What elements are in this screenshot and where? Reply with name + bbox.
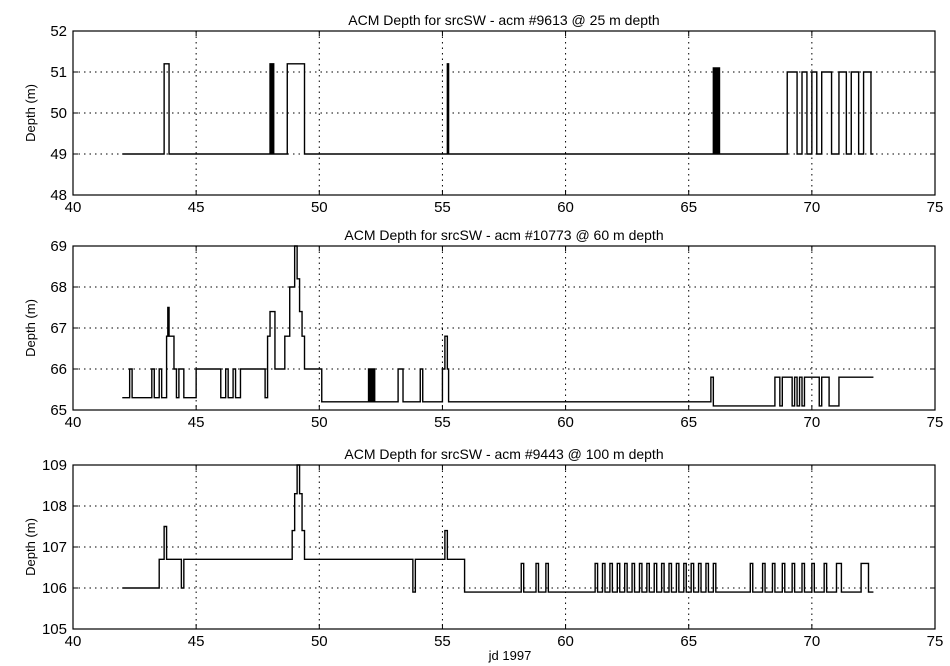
chart-2-y-tick-label-1: 66 [50, 361, 67, 378]
chart-3-x-tick-label-5: 65 [680, 633, 697, 650]
chart-2-y-tick-label-4: 69 [50, 238, 67, 255]
chart-1-x-tick-label-3: 55 [434, 199, 451, 216]
chart-1-title: ACM Depth for srcSW - acm #9613 @ 25 m d… [348, 12, 659, 28]
chart-2-y-tick-label-2: 67 [50, 320, 67, 337]
chart-panel-1: 40 45 50 55 60 65 70 75 48 49 50 51 52 ACM Depth for … [23, 12, 943, 216]
chart-3-x-tick-label-4: 60 [557, 633, 574, 650]
chart-3-x-tick-label-2: 50 [311, 633, 328, 650]
chart-1-x-tick-label-5: 65 [680, 199, 697, 216]
chart-3-title: ACM Depth for srcSW - acm #9443 @ 100 m … [344, 446, 663, 462]
chart-3-x-tick-label-0: 40 [65, 633, 82, 650]
chart-1-x-tick-label-6: 70 [804, 199, 821, 216]
chart-3-series-line-0 [122, 464, 874, 593]
chart-1-x-tick-label-4: 60 [557, 199, 574, 216]
chart-2-y-tick-label-0: 65 [50, 402, 67, 419]
chart-2-y-axis-label: Depth (m) [23, 299, 38, 357]
chart-2-y-tick-label-3: 68 [50, 279, 67, 296]
chart-1-x-tick-label-2: 50 [311, 199, 328, 216]
chart-panel-3: 40 45 50 55 60 65 70 75 105 106 107 108 109 ACM Depth… [23, 446, 943, 650]
chart-2-series-line-0 [122, 245, 874, 407]
chart-2-title: ACM Depth for srcSW - acm #10773 @ 60 m … [344, 227, 663, 243]
chart-1-y-axis-label: Depth (m) [23, 84, 38, 142]
chart-3-x-tick-label-1: 45 [188, 633, 205, 650]
chart-1-y-tick-label-0: 48 [50, 187, 67, 204]
chart-2-x-tick-label-6: 70 [804, 414, 821, 431]
chart-3-y-tick-label-1: 106 [42, 580, 67, 597]
chart-1-x-tick-label-7: 75 [927, 199, 944, 216]
chart-3-x-tick-label-7: 75 [927, 633, 944, 650]
chart-3-x-tick-label-3: 55 [434, 633, 451, 650]
chart-3-y-tick-label-3: 108 [42, 498, 67, 515]
chart-1-y-tick-label-1: 49 [50, 146, 67, 163]
chart-3-y-tick-label-4: 109 [42, 457, 67, 474]
chart-1-x-tick-label-1: 45 [188, 199, 205, 216]
chart-2-x-tick-label-7: 75 [927, 414, 944, 431]
chart-1-x-tick-label-0: 40 [65, 199, 82, 216]
chart-3-y-tick-label-2: 107 [42, 539, 67, 556]
chart-2-x-tick-label-0: 40 [65, 414, 82, 431]
chart-1-y-tick-label-3: 51 [50, 64, 67, 81]
chart-3-y-tick-label-0: 105 [42, 621, 67, 638]
chart-1-series-line-0 [122, 63, 874, 155]
chart-2-x-tick-label-2: 50 [311, 414, 328, 431]
chart-2-x-tick-label-4: 60 [557, 414, 574, 431]
chart-1-y-tick-label-2: 50 [50, 105, 67, 122]
chart-2-x-tick-label-5: 65 [680, 414, 697, 431]
chart-2-x-tick-label-1: 45 [188, 414, 205, 431]
chart-2-x-tick-label-3: 55 [434, 414, 451, 431]
chart-3-y-axis-label: Depth (m) [23, 518, 38, 576]
chart-1-y-tick-label-4: 52 [50, 23, 67, 40]
chart-3-x-tick-label-6: 70 [804, 633, 821, 650]
figure-x-axis-label: jd 1997 [488, 648, 532, 663]
chart-panels: 40 45 50 55 60 65 70 75 48 49 50 51 52 ACM Depth for … [23, 12, 943, 650]
chart-panel-2: 40 45 50 55 60 65 70 75 65 66 67 68 69 ACM Depth for … [23, 227, 943, 431]
